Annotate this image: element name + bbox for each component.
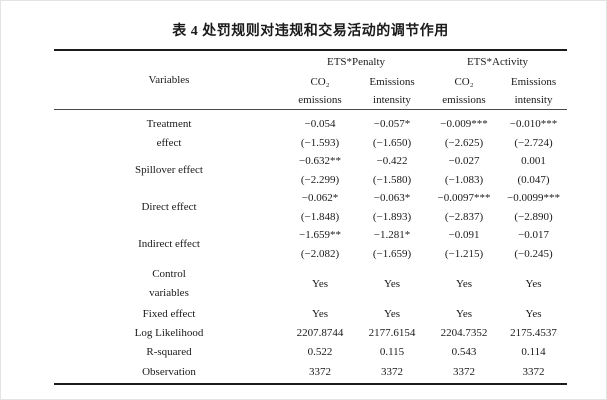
summary-cell: Yes <box>525 277 542 290</box>
summary-cell: 2204.7352 <box>440 327 488 339</box>
tstat-cell: (−1.650) <box>372 136 412 149</box>
tstat-cell: (−1.580) <box>372 173 412 186</box>
summary-cell: Yes <box>311 307 328 320</box>
row-label-treatment-effect: Treatment effect <box>54 109 284 152</box>
summary-cell: 2207.8744 <box>296 327 344 339</box>
row-label-observation: Observation <box>142 366 196 379</box>
col-header-co2-1-line2: emissions <box>298 94 342 106</box>
row-label-direct-effect: Direct effect <box>54 189 284 226</box>
summary-cell: Yes <box>311 277 328 290</box>
summary-cell: 0.522 <box>307 346 333 358</box>
coef-cell: −0.0099*** <box>507 192 560 205</box>
summary-cell: Yes <box>525 307 542 320</box>
row-label-fixed-effect: Fixed effect <box>142 307 196 320</box>
table-row-control-variables: Control variables Yes Yes Yes Yes <box>54 263 567 304</box>
tstat-cell: (−2.625) <box>444 136 484 149</box>
coef-cell: −0.422 <box>376 155 408 168</box>
sub-header-row-line1: CO₂ Emissions CO₂ Emissions <box>54 72 567 91</box>
summary-cell: 3372 <box>453 366 475 379</box>
summary-cell: Yes <box>383 277 400 290</box>
row-label-line1: Control <box>152 267 186 280</box>
table-header: Variables ETS*Penalty ETS*Activity CO₂ E… <box>54 50 567 110</box>
regression-table: Variables ETS*Penalty ETS*Activity CO₂ E… <box>54 49 568 385</box>
tstat-cell: (−1.215) <box>444 247 484 260</box>
row-label-log-likelihood: Log Likelihood <box>134 327 204 339</box>
table-row-direct-coef: Direct effect −0.062* −0.063* −0.0097***… <box>54 189 567 213</box>
table-row-direct-tstat: (−1.848) (−1.893) (−2.837) (−2.890) <box>54 208 567 227</box>
row-label-line1: Spillover effect <box>135 164 203 177</box>
row-label-line1: Direct effect <box>141 201 197 214</box>
sub-header-row-line2: emissions intensity emissions intensity <box>54 91 567 110</box>
row-label-spillover-effect: Spillover effect <box>54 152 284 189</box>
coef-cell: −0.632** <box>299 155 341 168</box>
table-row-observation: Observation 3372 3372 3372 3372 <box>54 362 567 385</box>
table-row-indirect-tstat: (−2.082) (−1.659) (−1.215) (−0.245) <box>54 245 567 264</box>
tstat-cell: (−2.837) <box>444 210 484 223</box>
variables-header: Variables <box>148 74 190 86</box>
col-header-emissions-2-line2: intensity <box>514 94 553 106</box>
row-label-line2: effect <box>156 136 182 149</box>
coef-cell: 0.001 <box>521 155 546 168</box>
summary-cell: Yes <box>455 307 472 320</box>
table-row-log-likelihood: Log Likelihood 2207.8744 2177.6154 2204.… <box>54 324 567 343</box>
tstat-cell: (−1.659) <box>372 247 412 260</box>
tstat-cell: (−2.890) <box>514 210 553 223</box>
row-label-line1: Treatment <box>146 118 192 130</box>
col-header-co2-2-line2: emissions <box>442 94 486 106</box>
tstat-cell: (−0.245) <box>514 247 553 260</box>
summary-cell: Yes <box>383 307 400 320</box>
tstat-cell: (−1.593) <box>300 136 340 149</box>
coef-cell: −0.009*** <box>428 109 500 134</box>
coef-cell: −0.062* <box>301 192 339 205</box>
col-header-emissions-1-line2: intensity <box>373 94 411 106</box>
summary-cell: 2177.6154 <box>368 327 416 339</box>
summary-cell: 0.543 <box>451 346 477 358</box>
tstat-cell: (−1.848) <box>300 210 340 223</box>
table-title: 表 4 处罚规则对违规和交易活动的调节作用 <box>172 24 449 39</box>
table-row-indirect-coef: Indirect effect −1.659** −1.281* −0.091 … <box>54 226 567 250</box>
group-header-row: Variables ETS*Penalty ETS*Activity <box>54 50 567 87</box>
summary-cell: 2175.4537 <box>510 327 557 339</box>
coef-cell: −0.057* <box>356 109 428 134</box>
tstat-cell: (−2.724) <box>514 136 553 149</box>
table-row-r-squared: R-squared 0.522 0.115 0.543 0.114 <box>54 343 567 362</box>
table-row-spillover-coef: Spillover effect −0.632** −0.422 −0.027 … <box>54 152 567 176</box>
tstat-cell: (−1.083) <box>444 173 484 186</box>
col-header-emissions-2: Emissions <box>510 75 557 88</box>
table-row-treatment-coef: Treatment effect −0.054 −0.057* −0.009**… <box>54 109 568 152</box>
row-label-line1: Indirect effect <box>138 238 200 251</box>
row-label-line2: variables <box>149 286 189 299</box>
tstat-cell: (0.047) <box>517 173 550 186</box>
col-group-ets-activity: ETS*Activity <box>466 55 529 68</box>
tstat-cell: (−2.299) <box>300 173 340 186</box>
col-header-emissions-1: Emissions <box>369 75 415 88</box>
summary-cell: Yes <box>455 277 472 290</box>
table-row-fixed-effect: Fixed effect Yes Yes Yes Yes <box>54 304 567 324</box>
coef-cell: −0.017 <box>518 229 549 242</box>
summary-cell: 3372 <box>309 366 331 379</box>
summary-cell: 0.114 <box>521 346 546 358</box>
tstat-cell: (−1.893) <box>372 210 412 223</box>
table-row-treatment-tstat: (−1.593) (−1.650) (−2.625) (−2.724) <box>54 134 567 153</box>
coef-cell: −1.281* <box>373 229 411 242</box>
row-label-indirect-effect: Indirect effect <box>54 226 284 263</box>
coef-cell: −0.010*** <box>500 109 568 134</box>
col-header-co2-2: CO₂ <box>454 75 474 88</box>
coef-cell: −0.054 <box>284 109 356 134</box>
summary-cell: 0.115 <box>379 346 405 358</box>
coef-cell: −0.063* <box>373 192 411 205</box>
summary-cell: 3372 <box>522 366 545 379</box>
coef-cell: −0.0097*** <box>437 192 491 205</box>
tstat-cell: (−2.082) <box>300 247 340 260</box>
row-label-control-variables: Control variables <box>54 263 284 304</box>
coef-cell: −0.091 <box>448 229 480 242</box>
summary-cell: 3372 <box>381 366 403 379</box>
coef-cell: −0.027 <box>448 155 480 168</box>
table-row-spillover-tstat: (−2.299) (−1.580) (−1.083) (0.047) <box>54 171 567 190</box>
col-header-co2-1: CO₂ <box>310 75 330 88</box>
col-group-ets-penalty: ETS*Penalty <box>326 55 386 68</box>
coef-cell: −1.659** <box>299 229 341 242</box>
row-label-r-squared: R-squared <box>146 346 192 358</box>
